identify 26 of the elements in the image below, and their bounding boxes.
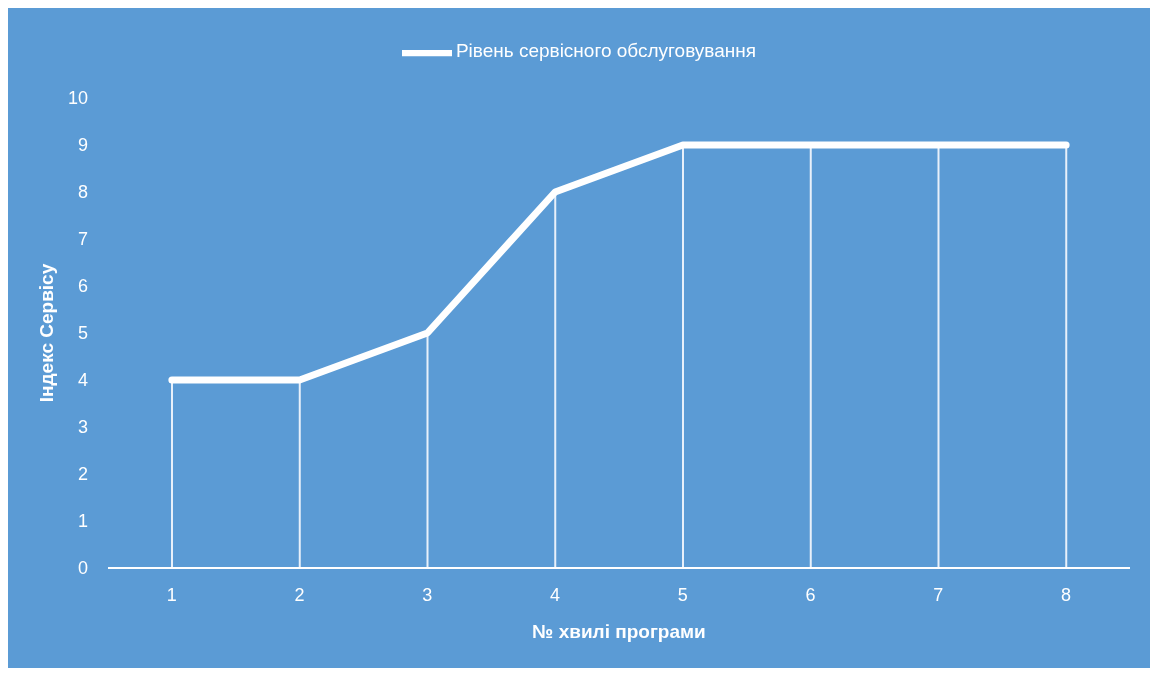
y-tick-label: 5: [77, 323, 88, 344]
y-tick-label: 3: [77, 417, 88, 438]
y-tick-label: 10: [67, 88, 88, 109]
bar: [426, 333, 429, 568]
bar: [298, 380, 301, 568]
y-tick-label: 7: [77, 229, 88, 250]
x-tick-label: 8: [1061, 584, 1072, 605]
y-tick-label: 1: [77, 511, 88, 532]
y-axis-title: Індекс Сервісу: [35, 263, 57, 403]
y-tick-label: 6: [77, 276, 88, 297]
bar: [171, 380, 173, 568]
y-tick-label: 4: [77, 370, 88, 391]
x-tick-label: 1: [166, 584, 177, 605]
y-tick-label: 2: [77, 464, 88, 485]
y-tick-label: 8: [77, 182, 88, 203]
bar: [1065, 145, 1068, 568]
y-tick-label: 0: [77, 558, 88, 579]
x-tick-label: 7: [933, 584, 944, 605]
x-axis-title: № хвилі програми: [532, 621, 706, 642]
legend-label: Рівень сервісного обслуговування: [455, 40, 757, 62]
x-tick-label: 6: [805, 584, 816, 605]
x-tick-label: 3: [422, 584, 433, 605]
y-tick-label: 9: [77, 135, 88, 156]
x-tick-label: 4: [550, 584, 561, 605]
x-tick-label: 2: [294, 584, 305, 605]
x-tick-label: 5: [677, 584, 688, 605]
